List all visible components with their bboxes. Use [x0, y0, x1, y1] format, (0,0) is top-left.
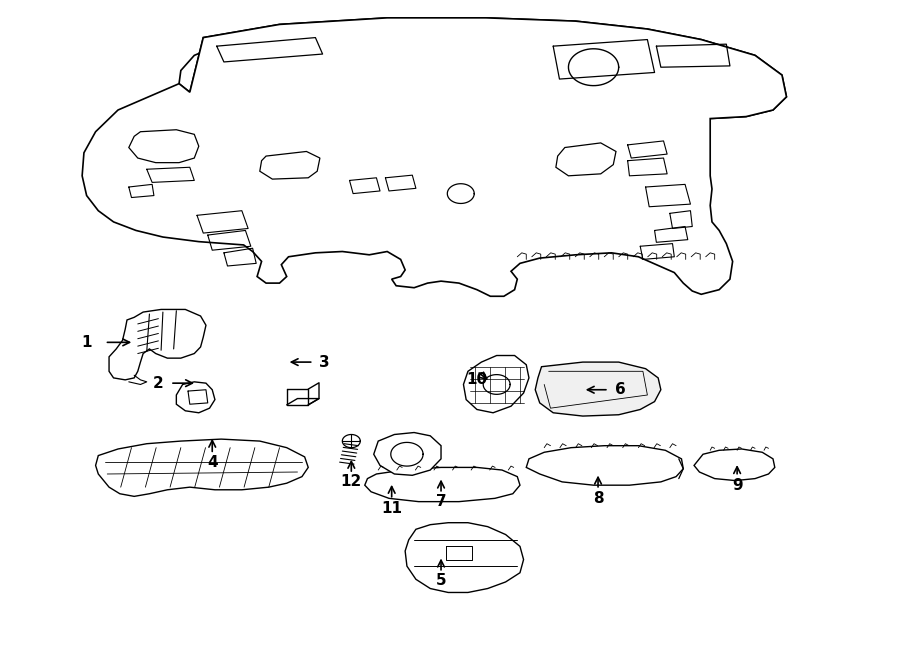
Text: 5: 5	[436, 573, 446, 588]
Text: 1: 1	[81, 335, 92, 350]
Text: 6: 6	[615, 382, 626, 397]
Polygon shape	[364, 467, 520, 502]
Text: 2: 2	[153, 375, 164, 391]
Text: 11: 11	[382, 501, 402, 516]
Text: 10: 10	[466, 372, 488, 387]
Polygon shape	[464, 356, 529, 412]
Text: 12: 12	[341, 475, 362, 489]
Polygon shape	[129, 130, 199, 163]
Polygon shape	[374, 432, 441, 475]
Polygon shape	[536, 362, 661, 416]
Polygon shape	[694, 449, 775, 481]
Polygon shape	[179, 18, 787, 118]
Text: 4: 4	[207, 455, 218, 470]
Text: 8: 8	[593, 491, 603, 506]
Polygon shape	[95, 439, 308, 496]
Text: 7: 7	[436, 494, 446, 509]
Polygon shape	[526, 446, 683, 485]
Polygon shape	[82, 18, 787, 296]
Text: 9: 9	[732, 478, 742, 492]
Text: 3: 3	[320, 354, 329, 369]
Polygon shape	[405, 523, 524, 592]
Polygon shape	[109, 309, 206, 380]
Polygon shape	[260, 151, 320, 179]
Polygon shape	[176, 382, 215, 412]
Polygon shape	[556, 143, 616, 176]
